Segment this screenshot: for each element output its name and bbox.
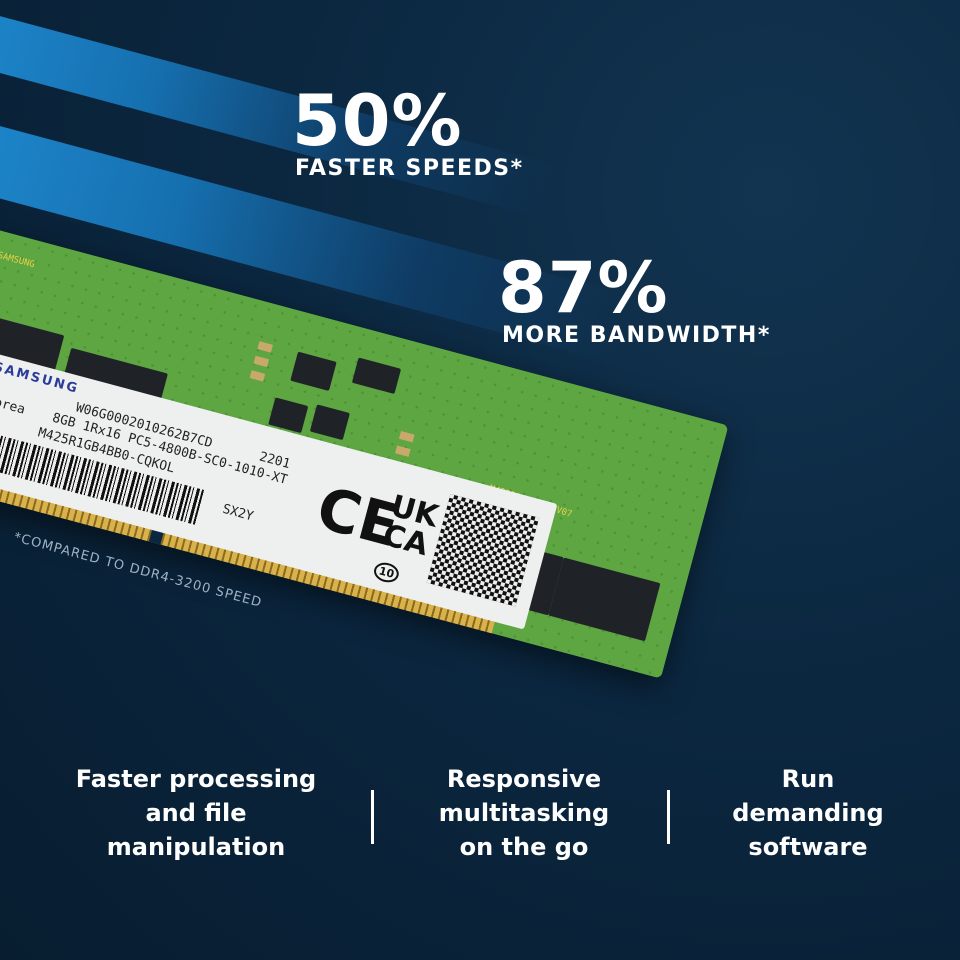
- feature-line: Run: [781, 765, 835, 793]
- feature-line: manipulation: [106, 833, 286, 861]
- capacitor: [249, 370, 266, 382]
- headline-speed-caption: FASTER SPEEDS*: [295, 156, 524, 181]
- feature-line: on the go: [459, 833, 589, 861]
- divider: [667, 790, 670, 844]
- memory-chip: [351, 357, 402, 395]
- capacitor: [253, 355, 270, 368]
- feature-line: Responsive: [446, 765, 602, 793]
- silkscreen-brand: SAMSUNG: [0, 250, 36, 271]
- capacitor: [395, 445, 411, 457]
- feature-software: Run demanding software: [668, 762, 948, 864]
- feature-line: software: [748, 833, 868, 861]
- feature-multitasking: Responsive multitasking on the go: [384, 762, 664, 864]
- divider: [371, 790, 374, 844]
- label-origin: Korea: [0, 393, 27, 418]
- headline-bandwidth-caption: MORE BANDWIDTH*: [502, 323, 771, 348]
- feature-line: Faster processing: [75, 765, 317, 793]
- feature-line: multitasking: [438, 799, 610, 827]
- headline-bandwidth-value: 87%: [498, 247, 669, 329]
- memory-chip: [548, 557, 661, 642]
- ukca-number: 10: [371, 560, 402, 586]
- module-label: SAMSUNG W06G0002010262B7CD Korea 8GB 1Rx…: [0, 351, 558, 630]
- feature-processing: Faster processing and file manipulation: [56, 762, 336, 864]
- feature-line: demanding: [732, 799, 884, 827]
- capacitor: [257, 341, 273, 353]
- memory-chip: [290, 351, 337, 391]
- capacitor: [398, 430, 415, 443]
- headline-speed-value: 50%: [292, 80, 463, 162]
- feature-line: and file: [145, 799, 247, 827]
- memory-chip: [309, 404, 350, 441]
- label-lot: SX2Y: [220, 501, 255, 525]
